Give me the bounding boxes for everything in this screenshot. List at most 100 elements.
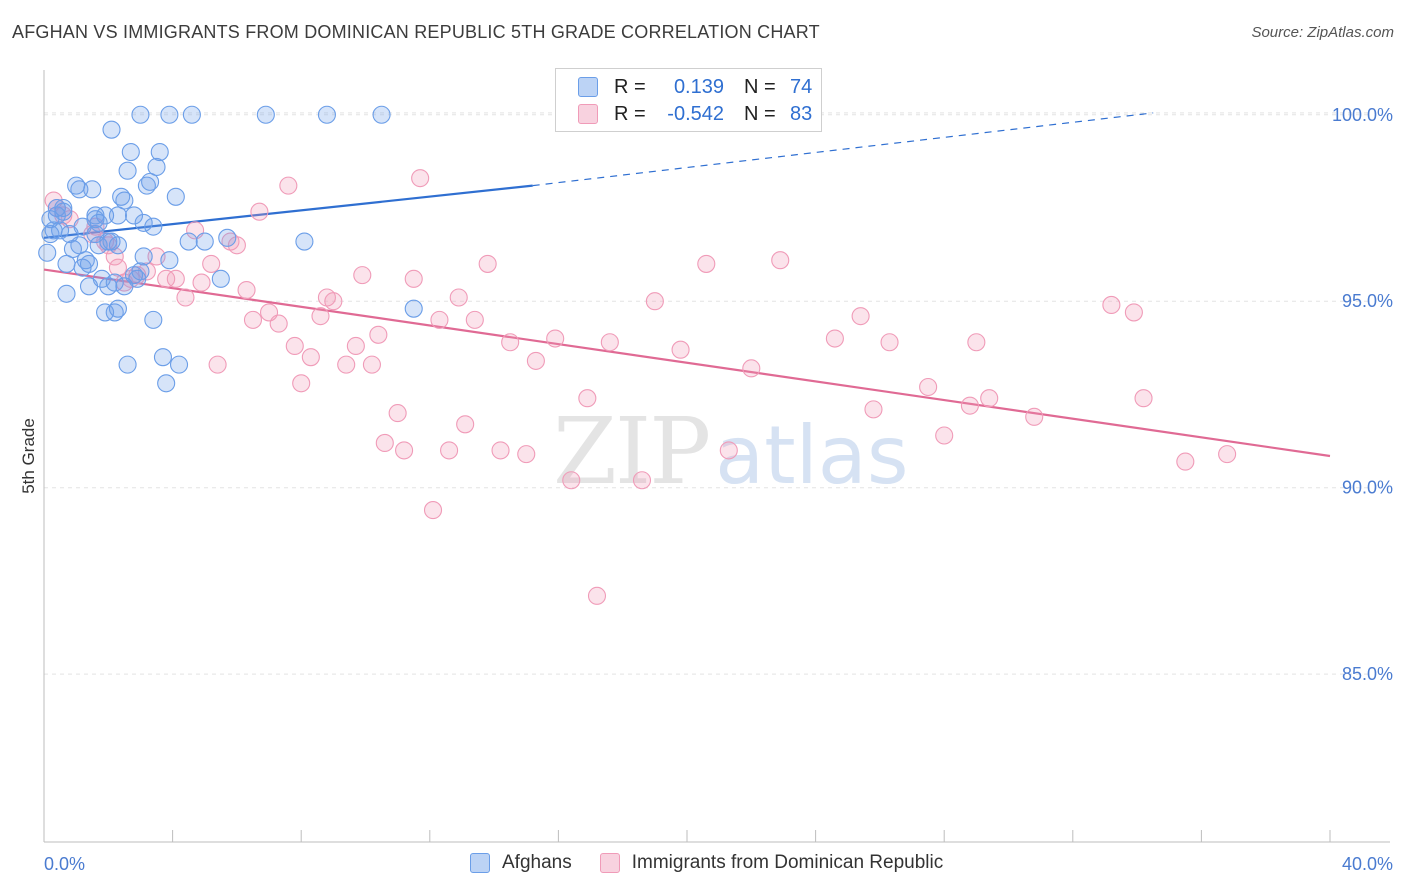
point-afghans xyxy=(108,206,127,225)
point-afghans xyxy=(153,348,173,367)
point-dominican xyxy=(208,355,227,374)
y-axis-label: 5th Grade xyxy=(19,418,38,494)
legend-n-value: 83 xyxy=(790,102,813,125)
point-dominican xyxy=(301,348,320,367)
point-afghans xyxy=(108,236,127,255)
stats-legend: R = 0.139 N = 74 R = -0.542 N = 83 xyxy=(555,68,822,132)
grid-lines xyxy=(44,112,1370,675)
point-afghans xyxy=(131,262,150,281)
point-dominican xyxy=(771,251,790,270)
trend-line-dominican xyxy=(43,268,1331,458)
point-dominican xyxy=(375,433,394,452)
point-dominican xyxy=(632,471,652,490)
point-dominican xyxy=(337,355,356,374)
point-dominican xyxy=(1025,407,1044,426)
point-dominican xyxy=(108,258,127,277)
point-afghans xyxy=(160,251,179,270)
point-dominican xyxy=(346,336,365,356)
point-dominican xyxy=(105,247,124,266)
y-tick-label: 90.0% xyxy=(1342,478,1393,498)
point-afghans xyxy=(256,105,275,124)
point-afghans xyxy=(157,374,176,393)
point-afghans xyxy=(134,213,153,232)
point-afghans xyxy=(105,273,124,292)
point-dominican xyxy=(880,333,899,352)
point-dominican xyxy=(517,445,536,464)
point-afghans xyxy=(76,251,95,270)
point-afghans xyxy=(38,243,57,262)
point-afghans xyxy=(195,232,214,251)
series-label-dominican: Immigrants from Dominican Republic xyxy=(631,852,944,873)
point-afghans xyxy=(404,299,423,318)
legend-r-label: R = xyxy=(614,75,646,98)
chart-title: AFGHAN VS IMMIGRANTS FROM DOMINICAN REPU… xyxy=(12,22,820,42)
legend-n-value: 74 xyxy=(790,75,813,98)
point-afghans xyxy=(144,217,163,236)
point-afghans xyxy=(131,105,150,124)
point-dominican xyxy=(1134,389,1153,408)
legend-row-afghans: R = 0.139 N = 74 xyxy=(556,74,812,100)
point-afghans xyxy=(70,180,89,199)
point-dominican xyxy=(1102,295,1121,315)
point-dominican xyxy=(362,355,381,374)
point-afghans xyxy=(96,206,115,225)
point-afghans xyxy=(51,221,70,240)
point-afghans xyxy=(160,105,179,124)
point-dominican xyxy=(546,329,565,348)
point-dominican xyxy=(600,333,619,352)
x-tick-label-min: 0.0% xyxy=(44,854,85,874)
point-afghans xyxy=(124,206,144,225)
trend-line-afghans-extension xyxy=(532,112,1154,187)
point-afghans xyxy=(372,105,391,124)
point-dominican xyxy=(671,340,690,359)
point-afghans xyxy=(121,142,140,162)
point-dominican xyxy=(395,441,414,460)
point-dominican xyxy=(851,307,870,326)
point-afghans xyxy=(211,269,230,288)
point-afghans xyxy=(83,180,102,199)
point-afghans xyxy=(115,277,134,296)
point-afghans xyxy=(108,299,127,318)
point-dominican xyxy=(404,269,423,288)
point-dominican xyxy=(279,176,298,195)
point-dominican xyxy=(269,314,288,333)
point-dominican xyxy=(526,351,545,370)
legend-row-dominican: R = -0.542 N = 83 xyxy=(556,101,812,127)
legend-swatch-afghans xyxy=(578,77,598,97)
point-dominican xyxy=(960,396,979,415)
y-tick-label: 95.0% xyxy=(1342,291,1393,311)
point-afghans xyxy=(169,355,189,374)
point-dominican xyxy=(491,441,510,460)
point-dominican xyxy=(311,307,330,326)
point-afghans xyxy=(115,191,134,210)
point-afghans xyxy=(118,355,137,374)
point-dominican xyxy=(980,389,999,408)
point-dominican xyxy=(250,202,269,221)
point-dominican xyxy=(697,254,716,273)
x-tick-label-max: 40.0% xyxy=(1342,854,1393,874)
series-legend-dominican: Immigrants from Dominican Republic xyxy=(599,852,944,874)
point-dominican xyxy=(967,333,986,352)
point-dominican xyxy=(324,292,343,311)
point-dominican xyxy=(825,329,844,348)
point-dominican xyxy=(202,254,221,273)
point-dominican xyxy=(388,404,407,423)
axes xyxy=(43,70,1390,843)
series-legend-afghans: Afghans xyxy=(470,852,572,874)
watermark-atlas: atlas xyxy=(715,409,909,502)
point-dominican xyxy=(430,310,449,329)
point-afghans xyxy=(179,232,198,251)
point-dominican xyxy=(1124,303,1143,322)
legend-r-value: 0.139 xyxy=(673,75,724,98)
series-swatch-afghans xyxy=(470,853,490,873)
point-dominican xyxy=(719,441,738,460)
point-dominican xyxy=(864,400,883,419)
trend-lines xyxy=(43,112,1331,458)
point-dominican xyxy=(369,325,388,344)
point-dominican xyxy=(157,269,176,288)
point-dominican xyxy=(411,169,430,188)
point-dominican xyxy=(645,292,664,311)
point-dominican xyxy=(935,426,954,445)
legend-n-label: N = xyxy=(744,102,776,125)
